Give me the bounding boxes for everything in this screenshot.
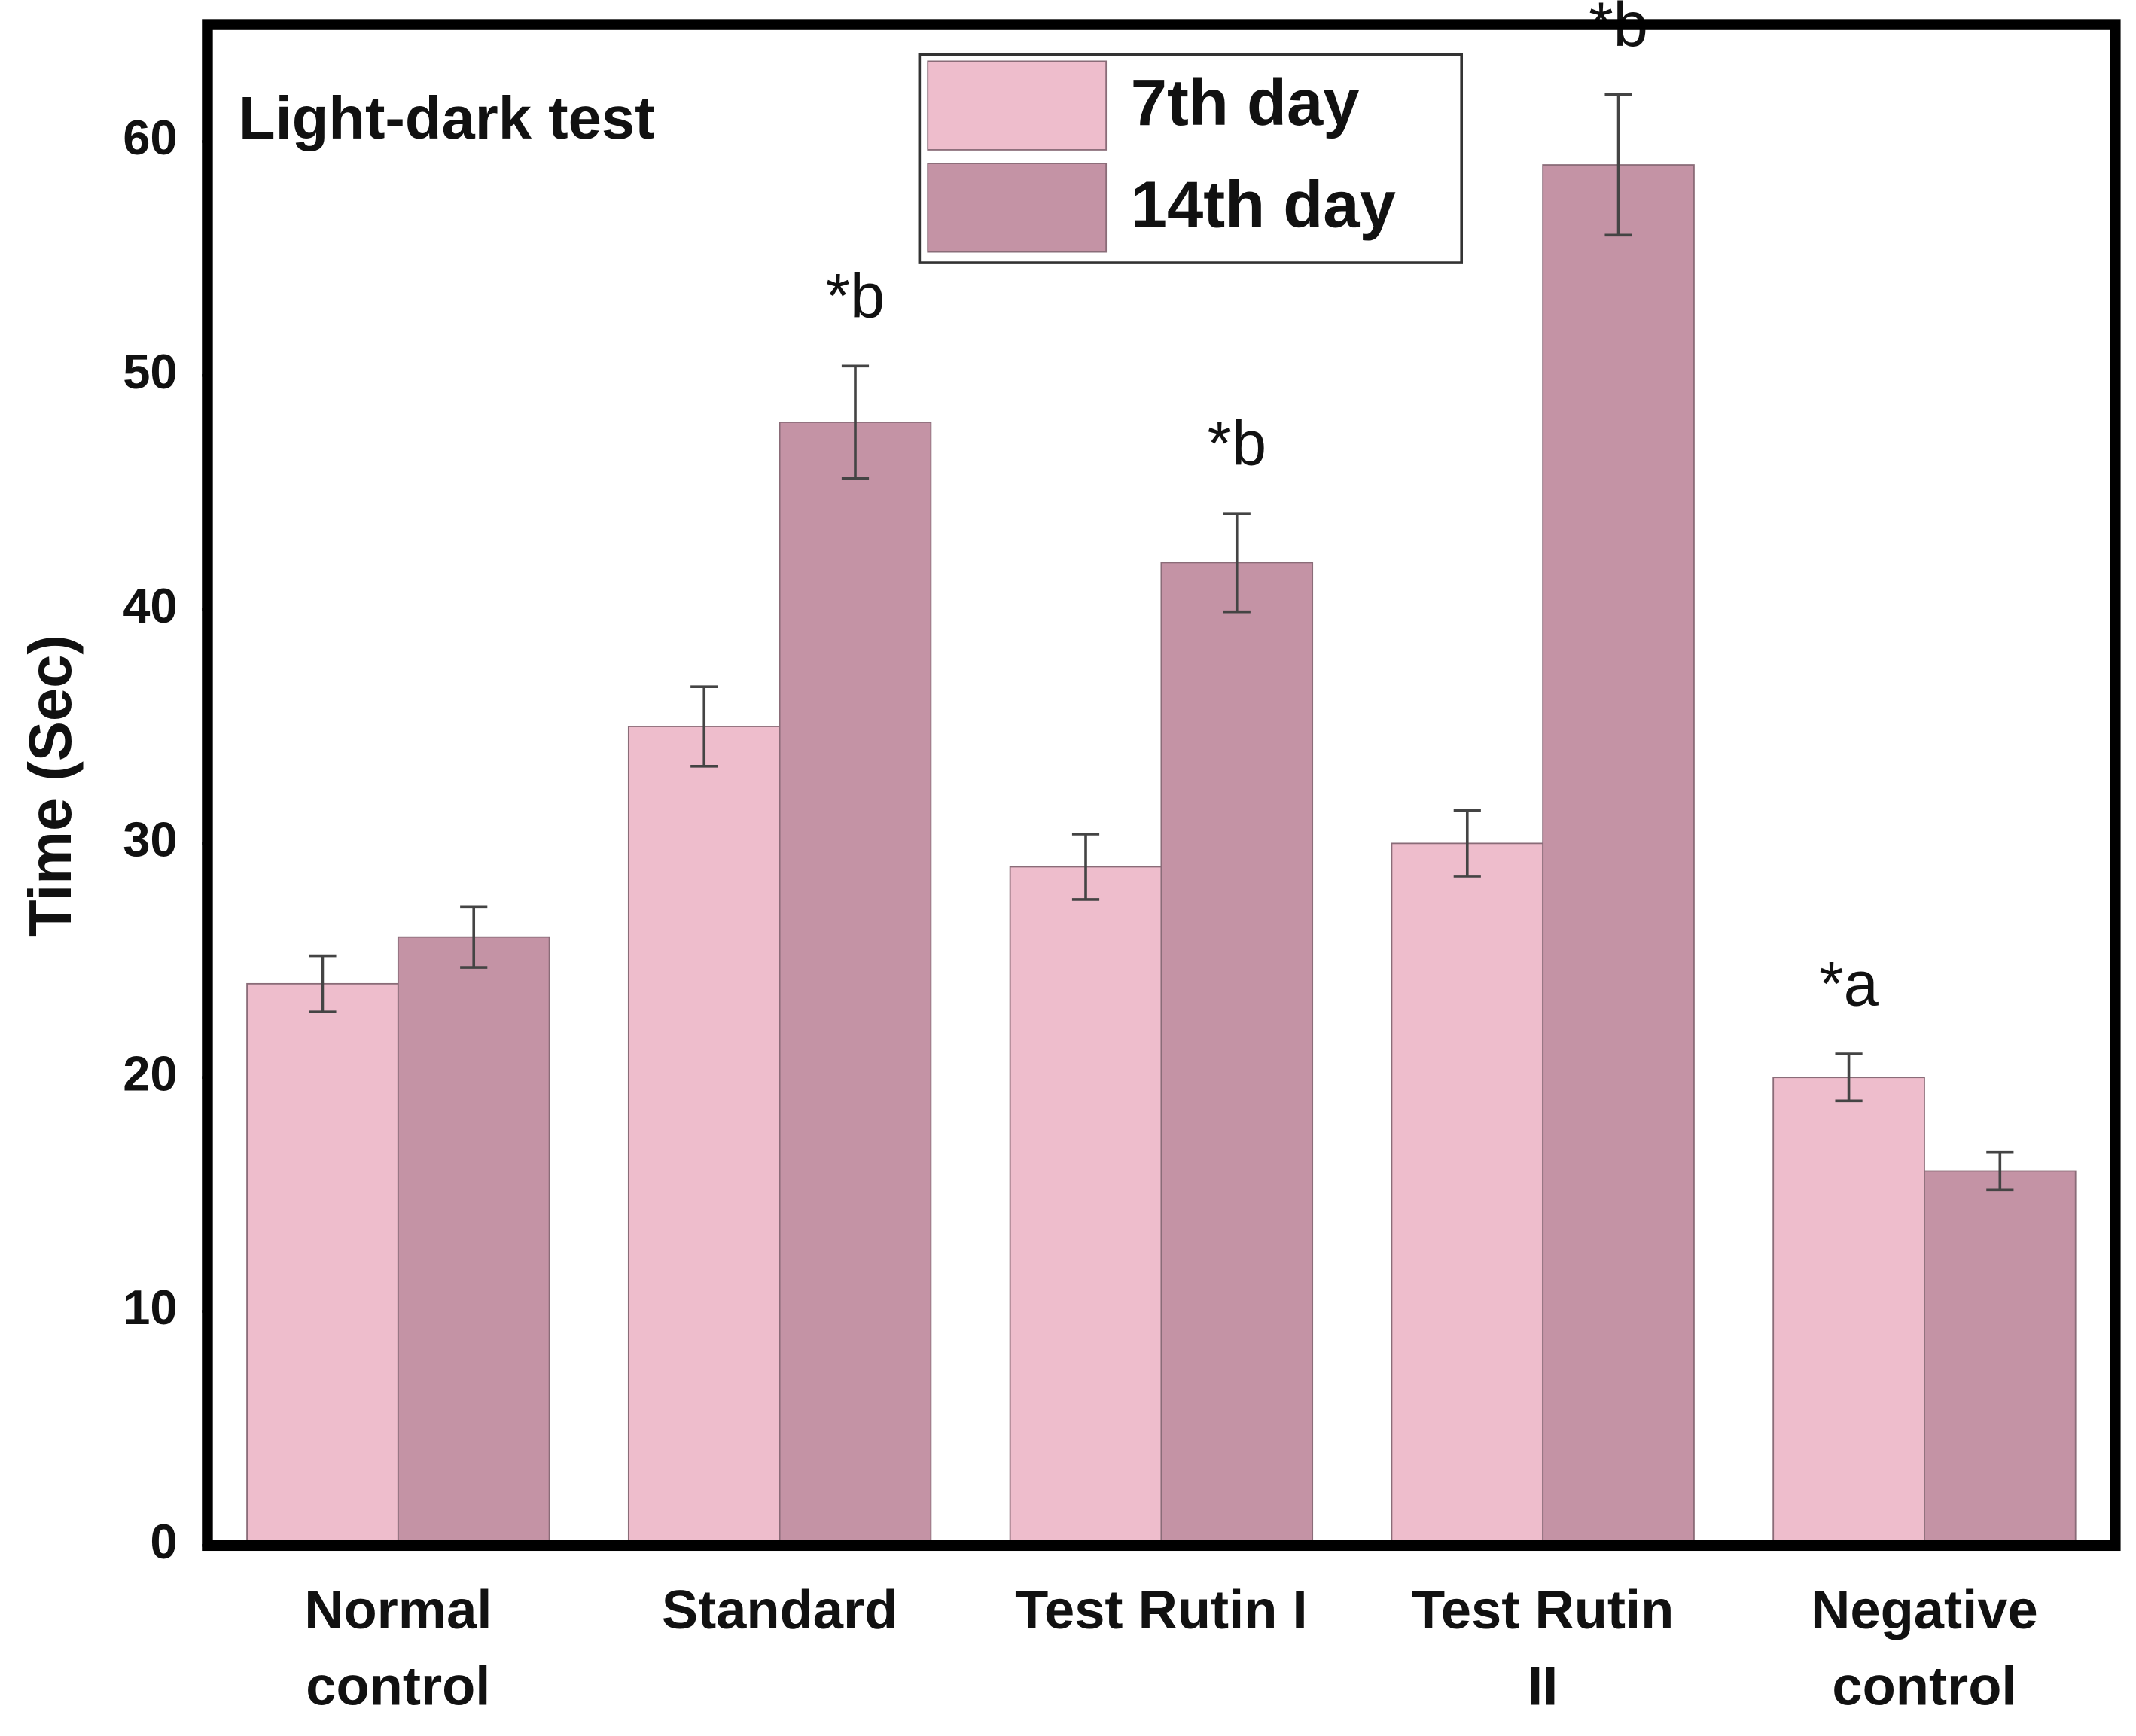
bar [779,422,932,1546]
y-tick-label: 20 [123,1046,177,1101]
error-bar [690,685,718,768]
error-bar [841,364,870,480]
bar [1391,842,1544,1546]
bar [246,982,399,1546]
y-axis-title: Time (Sec) [17,635,84,937]
chart-title: Light-dark test [239,84,655,151]
bar [1009,866,1162,1546]
legend-label: 7th day [1131,66,1360,139]
x-tick-label-box: Negative control [1811,1580,2038,1717]
x-tick-label-box: Standard [661,1580,898,1641]
error-bar [1071,833,1100,901]
y-tick-label: 10 [123,1280,177,1335]
error-bar [1223,512,1251,614]
error-bar [1453,809,1481,878]
bar [1542,164,1695,1546]
legend-label: 14th day [1131,168,1396,241]
error-bar [1835,1052,1863,1103]
x-tick-label: Test Rutin II [1411,1580,1674,1717]
annotation: *b [826,260,885,330]
y-tick-label: 50 [123,344,177,399]
legend-swatch [927,163,1108,253]
annotation: *b [1207,408,1266,478]
x-tick-label-box: Normal control [304,1580,492,1717]
bar [627,726,781,1546]
error-bar [1986,1150,2014,1192]
annotation: *a [1819,949,1879,1019]
y-tick-label: 30 [123,812,177,867]
bar [1772,1077,1925,1546]
plot-border [202,19,2121,1552]
y-tick-label: 40 [123,578,177,633]
y-tick-label: 60 [123,110,177,165]
x-tick-label: Test Rutin I [1015,1580,1308,1641]
x-tick-label: Standard [661,1580,898,1641]
legend-swatch [927,60,1108,151]
y-tick-label: 0 [150,1514,177,1569]
x-tick-label-box: Test Rutin I [1015,1580,1308,1641]
error-bar [1604,93,1632,237]
error-bar [309,954,337,1013]
bar [397,936,550,1546]
x-tick-label: Negative control [1811,1580,2038,1717]
x-tick-label-box: Test Rutin II [1411,1580,1674,1717]
x-tick-label: Normal control [304,1580,492,1717]
error-bar [460,905,488,969]
bar [1924,1170,2077,1546]
bar [1160,562,1314,1546]
